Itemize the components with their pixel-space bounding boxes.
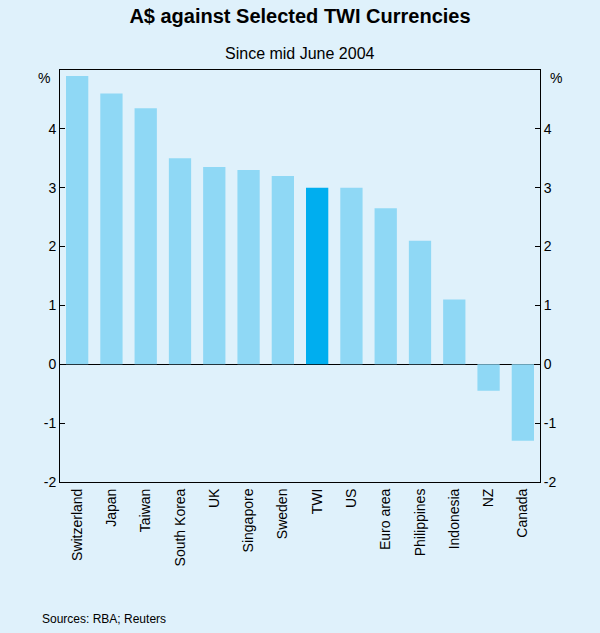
- svg-text:US: US: [343, 489, 359, 508]
- svg-text:Euro area: Euro area: [377, 488, 393, 550]
- svg-text:Indonesia: Indonesia: [446, 488, 462, 549]
- svg-text:2: 2: [544, 238, 552, 254]
- svg-text:TWI: TWI: [309, 489, 325, 515]
- svg-text:Sources: RBA; Reuters: Sources: RBA; Reuters: [42, 612, 166, 626]
- svg-text:Sweden: Sweden: [274, 489, 290, 540]
- svg-text:South Korea: South Korea: [172, 488, 188, 566]
- svg-text:3: 3: [544, 180, 552, 196]
- svg-text:-1: -1: [544, 415, 557, 431]
- svg-text:Switzerland: Switzerland: [69, 489, 85, 561]
- svg-text:%: %: [550, 70, 562, 86]
- svg-text:%: %: [38, 70, 50, 86]
- svg-text:-2: -2: [544, 474, 557, 490]
- svg-text:2: 2: [48, 238, 56, 254]
- svg-text:1: 1: [48, 297, 56, 313]
- svg-text:-2: -2: [44, 474, 57, 490]
- svg-text:NZ: NZ: [480, 488, 496, 507]
- svg-text:Taiwan: Taiwan: [137, 489, 153, 533]
- svg-text:0: 0: [48, 356, 56, 372]
- svg-text:4: 4: [48, 121, 56, 137]
- svg-text:4: 4: [544, 121, 552, 137]
- svg-text:Since mid June 2004: Since mid June 2004: [225, 45, 375, 62]
- svg-text:1: 1: [544, 297, 552, 313]
- svg-text:Singapore: Singapore: [240, 488, 256, 552]
- svg-text:3: 3: [48, 180, 56, 196]
- svg-text:-1: -1: [44, 415, 57, 431]
- svg-text:0: 0: [544, 356, 552, 372]
- svg-text:Japan: Japan: [103, 489, 119, 527]
- svg-text:Philippines: Philippines: [412, 489, 428, 557]
- svg-text:Canada: Canada: [514, 488, 530, 537]
- svg-text:A$ against Selected TWI Curren: A$ against Selected TWI Currencies: [129, 5, 470, 27]
- svg-text:UK: UK: [206, 488, 222, 508]
